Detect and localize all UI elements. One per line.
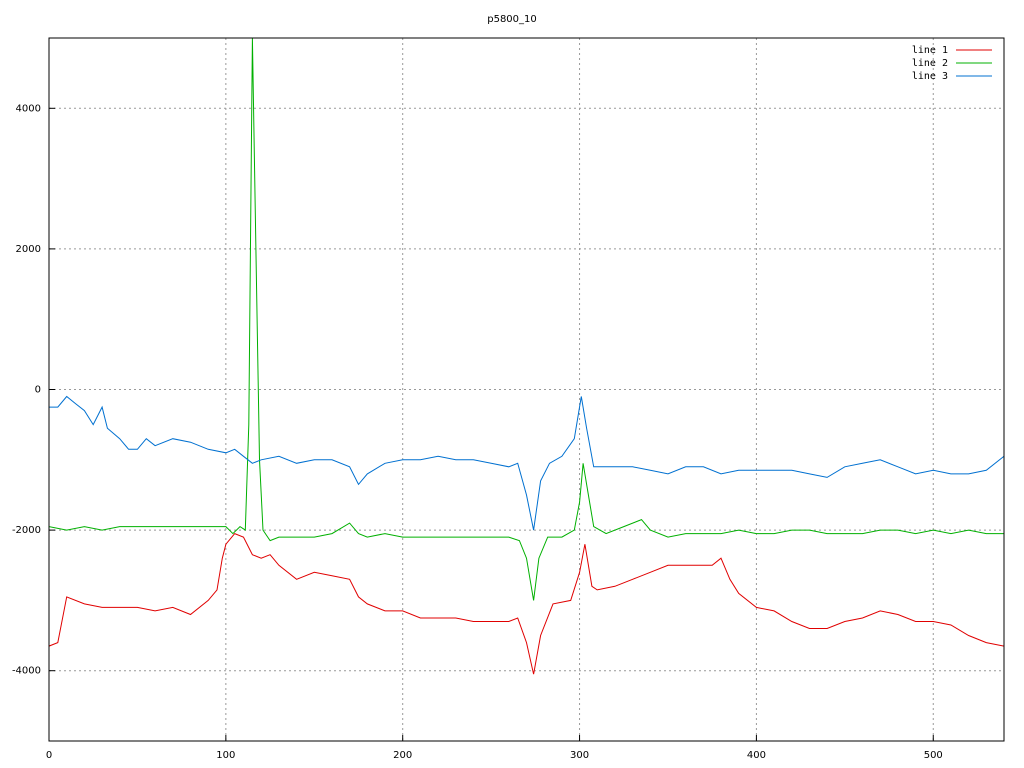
chart-title: p5800_10 xyxy=(487,14,537,25)
data-line xyxy=(49,533,1004,675)
x-tick-label: 300 xyxy=(570,750,589,761)
y-tick-label: -2000 xyxy=(12,525,41,536)
data-line xyxy=(49,395,1004,531)
x-tick-label: 0 xyxy=(46,750,52,761)
legend-label: line 2 xyxy=(912,58,948,69)
legend-label: line 3 xyxy=(912,71,948,82)
x-tick-label: 400 xyxy=(747,750,766,761)
x-tick-label: 100 xyxy=(216,750,235,761)
legend: line 1 line 2 line 3 xyxy=(912,45,992,82)
y-tick-label: -4000 xyxy=(12,666,41,677)
legend-label: line 1 xyxy=(912,45,948,56)
y-tick-label: 4000 xyxy=(16,103,41,114)
plot-border xyxy=(48,37,1005,742)
x-tick-label: 500 xyxy=(924,750,943,761)
data-line xyxy=(49,38,1004,601)
x-tick-label: 200 xyxy=(393,750,412,761)
y-tick-label: 2000 xyxy=(16,244,41,255)
y-tick-label: 0 xyxy=(35,385,41,396)
